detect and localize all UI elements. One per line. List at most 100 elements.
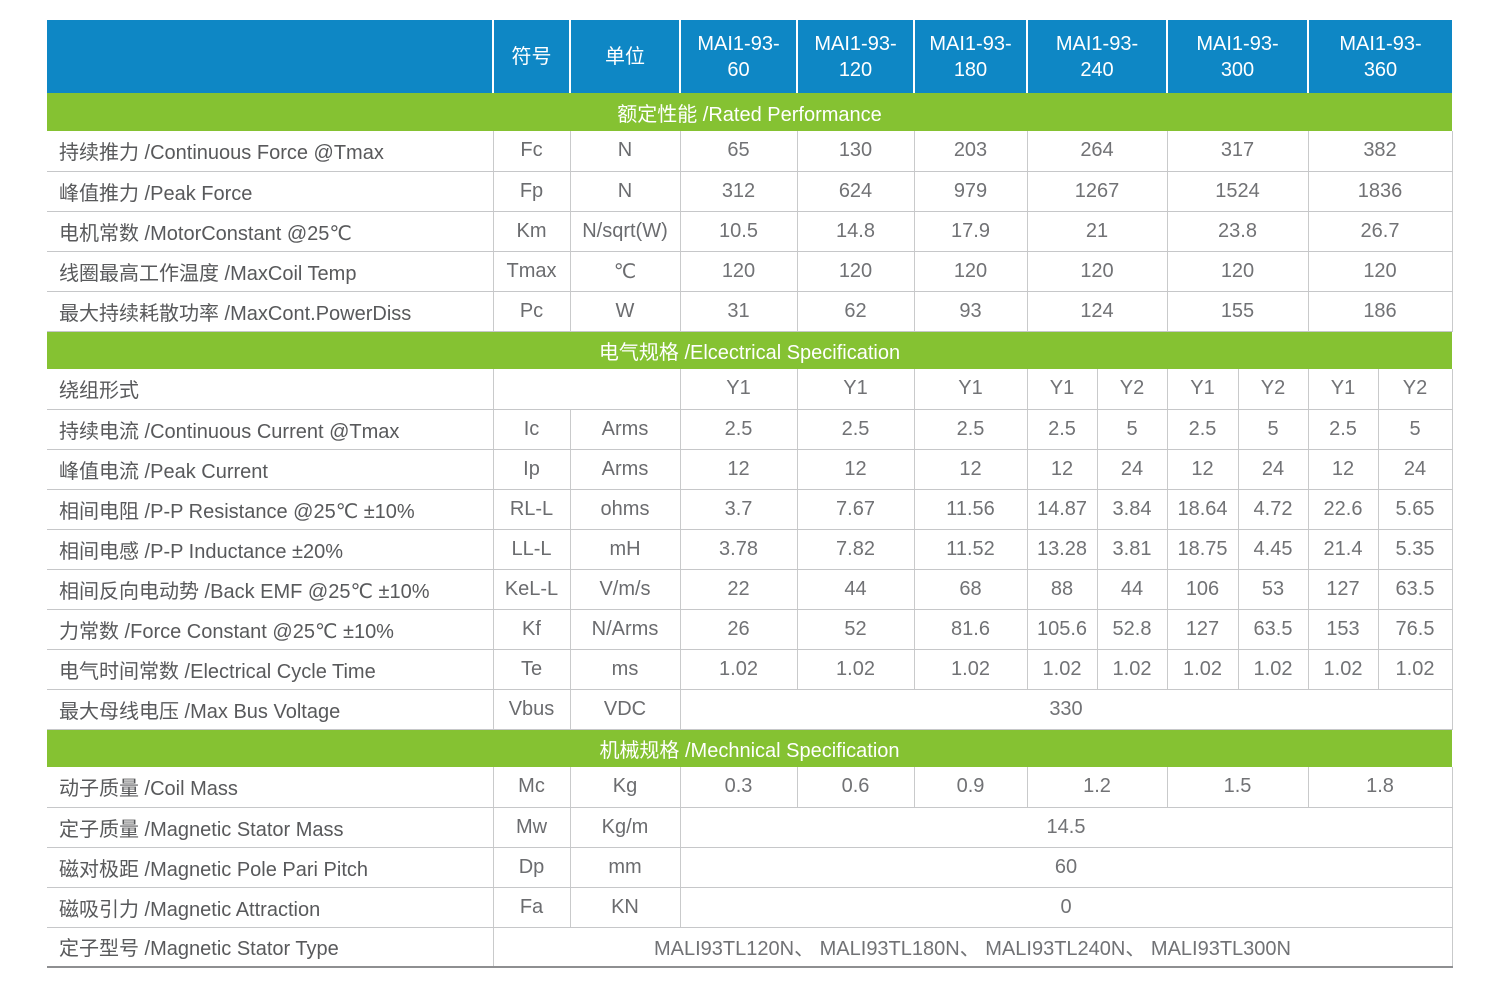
row-winding-type: 绕组形式 Y1 Y1 Y1 Y1 Y2 Y1 Y2 Y1 Y2 [47,369,1453,410]
symbol-cell: KeL-L [493,569,571,610]
row-label: 动子质量 /Coil Mass [47,767,494,808]
row-label: 相间电感 /P-P Inductance ±20% [47,529,494,570]
value-cell: 12 [1167,449,1239,490]
value-cell: 53 [1238,569,1309,610]
value-cell: 63.5 [1378,569,1453,610]
value-cell: 105.6 [1027,609,1098,650]
value-cell: 106 [1167,569,1239,610]
value-cell: Y2 [1238,369,1309,410]
value-cell: 1.02 [1167,649,1239,690]
value-cell: 17.9 [914,211,1028,252]
symbol-cell: Mc [493,767,571,808]
value-cell: 1.2 [1027,767,1168,808]
value-cell: Y1 [1027,369,1098,410]
row-continuous-force: 持续推力 /Continuous Force @Tmax Fc N 65 130… [47,131,1453,172]
row-stator-mass: 定子质量 /Magnetic Stator Mass Mw Kg/m 14.5 [47,807,1453,848]
value-cell: 24 [1097,449,1168,490]
row-magnetic-attraction: 磁吸引力 /Magnetic Attraction Fa KN 0 [47,887,1453,928]
unit-cell: N [570,131,681,172]
value-cell: 317 [1167,131,1309,172]
value-cell: 7.82 [797,529,915,570]
value-cell: 1.02 [1378,649,1453,690]
row-max-bus-voltage: 最大母线电压 /Max Bus Voltage Vbus VDC 330 [47,689,1453,730]
row-label: 相间反向电动势 /Back EMF @25℃ ±10% [47,569,494,610]
value-cell: Y1 [914,369,1028,410]
value-cell: 5.65 [1378,489,1453,530]
value-cell: 26.7 [1308,211,1453,252]
value-cell: 186 [1308,291,1453,332]
section-title: 机械规格 /Mechnical Specification [47,729,1452,767]
unit-cell: W [570,291,681,332]
value-cell: 18.75 [1167,529,1239,570]
header-model-300: MAI1-93- 300 [1167,20,1309,93]
value-cell: 13.28 [1027,529,1098,570]
value-cell: 1524 [1167,171,1309,212]
header-model-240: MAI1-93- 240 [1027,20,1168,93]
value-cell: 5 [1238,409,1309,450]
row-electrical-cycle-time: 电气时间常数 /Electrical Cycle Time Te ms 1.02… [47,649,1453,690]
value-cell: 0.3 [680,767,798,808]
value-cell: Y2 [1378,369,1453,410]
value-cell: 0.6 [797,767,915,808]
symbol-cell: Ip [493,449,571,490]
value-cell: 979 [914,171,1028,212]
value-cell: 7.67 [797,489,915,530]
value-cell-merged: 14.5 [680,807,1453,848]
row-label: 电机常数 /MotorConstant @25℃ [47,211,494,252]
symbol-cell: Fa [493,887,571,928]
value-cell: 5.35 [1378,529,1453,570]
value-cell: 155 [1167,291,1309,332]
section-mechanical-specification: 机械规格 /Mechnical Specification [47,729,1452,767]
value-cell: 18.64 [1167,489,1239,530]
unit-cell: Arms [570,449,681,490]
symbol-cell: Ic [493,409,571,450]
row-pp-inductance: 相间电感 /P-P Inductance ±20% LL-L mH 3.78 7… [47,529,1453,570]
value-cell: 2.5 [1027,409,1098,450]
symbol-cell: Vbus [493,689,571,730]
row-peak-force: 峰值推力 /Peak Force Fp N 312 624 979 1267 1… [47,171,1453,212]
value-cell: 120 [1167,251,1309,292]
value-cell: 2.5 [1308,409,1379,450]
section-title: 额定性能 /Rated Performance [47,93,1452,131]
unit-cell: Kg [570,767,681,808]
value-cell-merged: MALI93TL120N、 MALI93TL180N、 MALI93TL240N… [493,927,1453,968]
unit-cell: V/m/s [570,569,681,610]
value-cell: 68 [914,569,1028,610]
value-cell: 63.5 [1238,609,1309,650]
value-cell-merged: 330 [680,689,1453,730]
value-cell: 21.4 [1308,529,1379,570]
row-label: 定子质量 /Magnetic Stator Mass [47,807,494,848]
unit-cell: ohms [570,489,681,530]
value-cell: 2.5 [914,409,1028,450]
symbol-cell: Kf [493,609,571,650]
row-label: 力常数 /Force Constant @25℃ ±10% [47,609,494,650]
value-cell: 3.84 [1097,489,1168,530]
value-cell: 153 [1308,609,1379,650]
value-cell: 127 [1167,609,1239,650]
symbol-cell: Km [493,211,571,252]
value-cell: 26 [680,609,798,650]
value-cell: 2.5 [680,409,798,450]
value-cell: Y1 [680,369,798,410]
row-label: 峰值电流 /Peak Current [47,449,494,490]
section-rated-performance: 额定性能 /Rated Performance [47,93,1452,131]
row-pole-pitch: 磁对极距 /Magnetic Pole Pari Pitch Dp mm 60 [47,847,1453,888]
row-pp-resistance: 相间电阻 /P-P Resistance @25℃ ±10% RL-L ohms… [47,489,1453,530]
value-cell: 0.9 [914,767,1028,808]
row-label: 电气时间常数 /Electrical Cycle Time [47,649,494,690]
unit-cell: N/Arms [570,609,681,650]
value-cell: 24 [1238,449,1309,490]
row-coil-mass: 动子质量 /Coil Mass Mc Kg 0.3 0.6 0.9 1.2 1.… [47,767,1453,808]
symbol-cell: Dp [493,847,571,888]
row-label: 定子型号 /Magnetic Stator Type [47,927,494,968]
symbol-cell: Fp [493,171,571,212]
value-cell: 1.02 [1308,649,1379,690]
value-cell: 93 [914,291,1028,332]
value-cell: Y2 [1097,369,1168,410]
value-cell: 62 [797,291,915,332]
value-cell: 120 [680,251,798,292]
value-cell: 76.5 [1378,609,1453,650]
value-cell: 3.78 [680,529,798,570]
value-cell: 23.8 [1167,211,1309,252]
value-cell: 1.02 [1027,649,1098,690]
